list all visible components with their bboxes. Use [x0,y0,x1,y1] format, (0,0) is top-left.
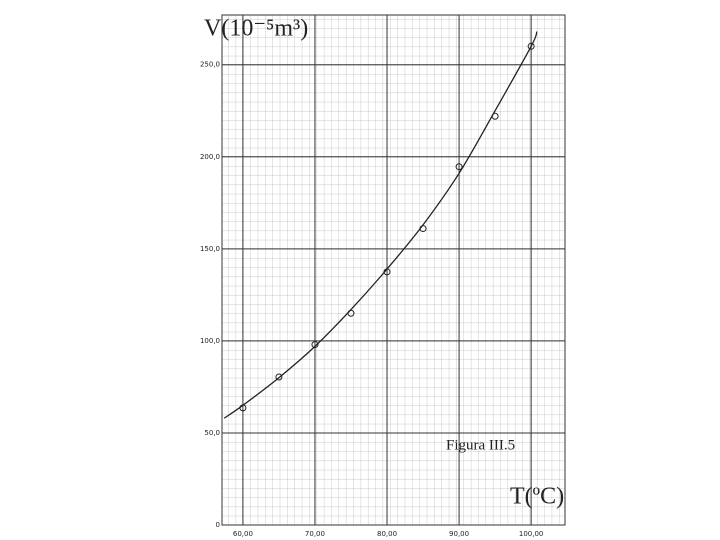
data-point [527,42,535,50]
y-tick-label: 0 [216,521,220,529]
data-point [455,163,463,171]
x-tick-label: 80,00 [377,530,397,538]
data-point [275,373,283,381]
y-tick-label: 250,0 [200,61,220,69]
graph-paper [222,15,565,525]
y-tick-label: 150,0 [200,245,220,253]
x-tick-label: 100,00 [519,530,544,538]
x-tick-label: 70,00 [305,530,325,538]
y-tick-label: 200,0 [200,153,220,161]
y-axis-label: V(10⁻⁵m³) [204,16,308,42]
annotation: Figura III.5 [446,437,515,453]
x-tick-label: 90,00 [449,530,469,538]
x-axis-label: T(ºC) [510,484,564,510]
data-point [311,341,319,349]
x-tick-label: 60,00 [233,530,253,538]
fit-curve [223,31,538,419]
y-tick-label: 100,0 [200,337,220,345]
y-tick-label: 50,0 [204,429,220,437]
